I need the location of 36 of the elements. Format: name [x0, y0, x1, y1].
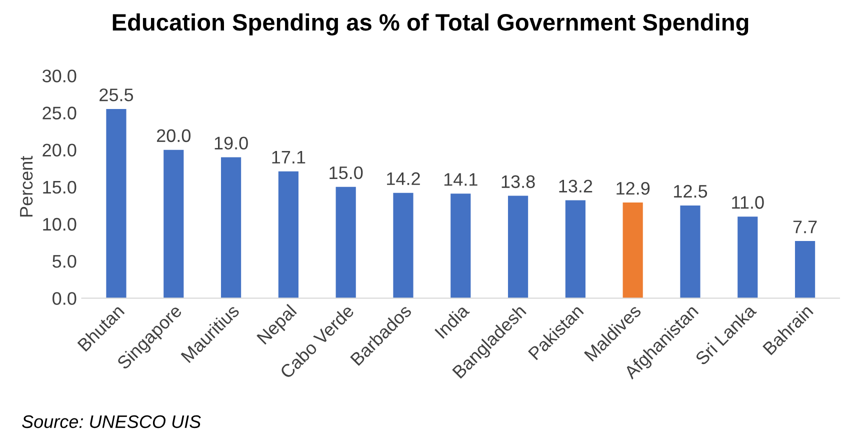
y-tick-label: 10.0	[43, 218, 76, 231]
data-label: 12.9	[616, 182, 650, 195]
bar	[336, 186, 356, 298]
y-tick-label: 20.0	[42, 144, 76, 157]
data-label: 13.8	[502, 175, 535, 188]
bar	[794, 241, 816, 298]
y-tick-label: 5.0	[52, 255, 76, 268]
data-label: 20.0	[156, 129, 190, 142]
data-label: 25.5	[100, 88, 134, 102]
chart-title: Education Spending as % of Total Government Spending	[112, 13, 748, 36]
y-tick-label: 15.0	[43, 180, 76, 194]
y-tick-label: 30.0	[42, 70, 76, 82]
bar	[278, 171, 298, 298]
data-label: 14.1	[444, 173, 478, 186]
bar	[508, 196, 528, 298]
data-label: 19.0	[214, 136, 248, 150]
bar	[738, 216, 758, 298]
bar	[106, 109, 126, 298]
data-label: 7.7	[793, 220, 817, 234]
bar	[220, 157, 242, 298]
bar	[393, 192, 414, 298]
data-label: 17.1	[272, 150, 306, 164]
bar	[164, 150, 184, 298]
data-label: 12.5	[674, 184, 708, 198]
data-label: 14.2	[387, 172, 420, 185]
data-label: 15.0	[330, 166, 363, 180]
bar	[450, 194, 471, 298]
bar	[565, 200, 586, 298]
y-tick-label: 25.0	[42, 106, 76, 120]
bar	[680, 205, 700, 298]
y-axis-title: Percent	[20, 156, 33, 217]
bar	[622, 202, 643, 298]
source-note: Source: UNESCO UIS	[22, 415, 201, 428]
y-tick-label: 0.0	[52, 292, 76, 305]
data-label: 11.0	[732, 196, 764, 209]
data-label: 13.2	[559, 180, 592, 193]
